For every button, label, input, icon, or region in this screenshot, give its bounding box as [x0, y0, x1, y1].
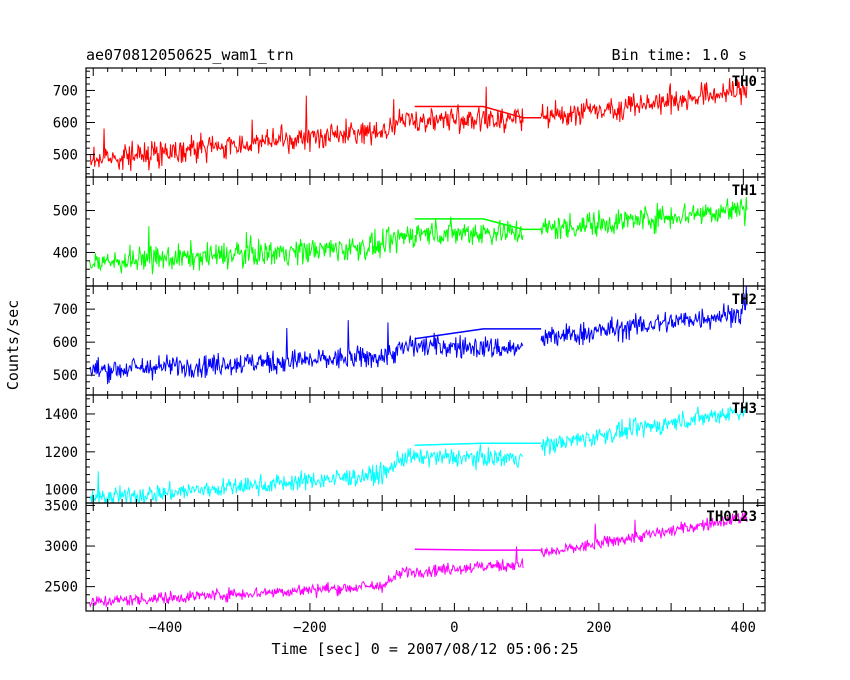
- series-line-th2: [89, 286, 748, 385]
- x-axis: −400 −200 0 200 400: [149, 620, 756, 636]
- y-tick-label: 700: [53, 83, 78, 99]
- panel-label: TH2: [732, 292, 757, 308]
- y-tick-label: 3000: [44, 539, 78, 555]
- y-tick-label: 1000: [44, 483, 78, 499]
- x-tick-label: 0: [450, 620, 458, 636]
- x-tick-label: −200: [293, 620, 327, 636]
- panel-label: TH0123: [706, 509, 757, 525]
- panel-frame: [85, 67, 766, 178]
- panel-th3: 1000 1200 1400 TH3: [44, 394, 766, 504]
- series-line-th3: [89, 401, 748, 503]
- series-line-th1: [89, 196, 748, 275]
- y-tick-label: 400: [53, 245, 78, 261]
- y-tick-label: 500: [53, 148, 78, 164]
- y-tick-label: 700: [53, 302, 78, 318]
- x-tick-label: 200: [586, 620, 611, 636]
- y-tick-label: 500: [53, 204, 78, 220]
- panel-th2: 500 600 700 TH2: [53, 285, 766, 396]
- panel-frame: [85, 394, 766, 504]
- panel-th0: 500 600 700 TH0: [53, 67, 766, 178]
- y-tick-label: 1400: [44, 407, 78, 423]
- panels-group: 500 600 700 TH0 400 500 TH1 500 600 700 TH2 1000 120…: [44, 67, 766, 612]
- panel-label: TH1: [732, 183, 757, 199]
- panel-th0123: 2500 3000 3500 TH0123: [44, 498, 766, 612]
- panel-label: TH3: [732, 401, 757, 417]
- series-line-th0: [89, 78, 748, 172]
- step-line-th2: [414, 328, 542, 340]
- bin-time-label: Bin time: 1.0 s: [612, 46, 747, 64]
- x-tick-label: −400: [149, 620, 183, 636]
- y-tick-label: 500: [53, 368, 78, 384]
- step-line-th1: [414, 218, 542, 231]
- panel-label: TH0: [732, 74, 757, 90]
- y-tick-label: 600: [53, 116, 78, 132]
- y-tick-label: 1200: [44, 445, 78, 461]
- y-tick-label: 2500: [44, 580, 78, 596]
- panel-frame: [85, 176, 766, 287]
- x-axis-label: Time [sec] 0 = 2007/08/12 05:06:25: [271, 640, 578, 658]
- step-line-th0: [414, 105, 542, 119]
- panel-th1: 400 500 TH1: [53, 176, 766, 287]
- x-tick-label: 400: [731, 620, 756, 636]
- step-line-th3: [414, 442, 542, 446]
- y-tick-label: 600: [53, 335, 78, 351]
- y-tick-label: 3500: [44, 498, 78, 514]
- y-axis-label: Counts/sec: [4, 300, 22, 390]
- series-line-th0123: [89, 512, 748, 608]
- step-line-th0123: [414, 548, 542, 551]
- chart-title: ae070812050625_wam1_trn: [86, 46, 294, 64]
